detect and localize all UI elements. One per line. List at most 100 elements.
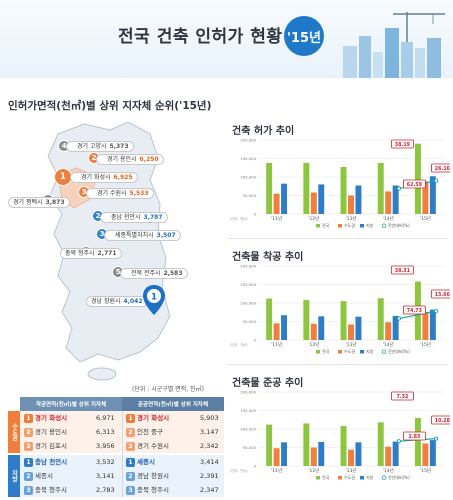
pin-label-suwon: 경기 수원시 5,533 <box>86 188 154 199</box>
x-tick-label: '11년 <box>271 467 282 474</box>
pin-label-jeonju: 전북 전주시 2,583 <box>120 268 188 279</box>
callout-value: 62.59 <box>407 182 423 188</box>
pin-label-yongin: 경기 용인시 6,250 <box>96 154 164 165</box>
table-row: 3 경기 김포시 <box>24 440 67 452</box>
table-value: 3,956 <box>96 442 115 450</box>
table-row: 1 충남 천안시 <box>24 456 67 468</box>
legend-label: 전국 <box>322 222 330 228</box>
bar-전국 <box>303 162 310 214</box>
axis-note: (단위 : 천㎡) <box>230 216 248 221</box>
x-tick-label: '12년 <box>308 341 319 348</box>
x-tick-label: '15년 <box>420 467 431 474</box>
legend-label: 수도권 <box>344 348 355 354</box>
x-tick-label: '14년 <box>383 467 394 474</box>
x-tick-label: '12년 <box>308 215 319 222</box>
bar-수도권 <box>348 449 354 466</box>
x-tick-label: '15년 <box>420 215 431 222</box>
table-row: 3 충북 청주시 <box>126 484 169 496</box>
year-badge: '15년 <box>284 16 324 56</box>
legend-label: 지방 <box>366 348 374 354</box>
y-tick-label: 50,000 <box>243 193 257 198</box>
table-value: 3,147 <box>200 428 219 436</box>
legend-swatch <box>338 476 342 480</box>
legend-label: 수도권 <box>344 474 355 480</box>
pin-label-pyeongtaek: 경기 평택시 3,873 <box>8 197 70 208</box>
korea-map: 4 경기 고양시 5,373 2 경기 용인시 6,250 1 경기 화성시 6,92… <box>0 116 225 386</box>
trend-point <box>396 439 401 444</box>
x-tick-label: '12년 <box>308 467 319 474</box>
page-title: 전국 건축 인허가 현황 <box>118 27 283 47</box>
bar-수도권 <box>385 446 392 466</box>
bar-전국 <box>340 426 347 466</box>
bar-지방 <box>429 176 436 214</box>
table-value: 3,414 <box>200 458 219 466</box>
bar-전국 <box>377 162 384 214</box>
callout-value: 38.19 <box>395 142 411 148</box>
y-tick-label: 100,000 <box>240 175 256 180</box>
bar-전국 <box>414 143 421 214</box>
bar-지방 <box>429 440 436 466</box>
callout-box <box>431 163 450 173</box>
legend-marker <box>381 223 387 228</box>
axis-note: (단위 : 천㎡) <box>230 342 248 347</box>
trend-point <box>434 309 439 314</box>
y-tick-label: 0 <box>254 338 257 343</box>
pin-label-sejong: 세종특별자치시 3,507 <box>104 230 181 241</box>
y-tick-label: 100,000 <box>240 427 256 432</box>
bar-지방 <box>429 309 436 340</box>
y-tick-label: 0 <box>254 212 257 217</box>
table-row: 3 경기 수원시 <box>126 440 169 452</box>
bar-수도권 <box>348 324 354 340</box>
legend-label: 전국 <box>322 348 330 354</box>
location-pin-icon: 1 <box>143 285 165 315</box>
y-tick-label: 150,000 <box>240 156 256 161</box>
legend-swatch <box>360 476 364 480</box>
bar-지방 <box>355 316 362 340</box>
y-tick-label: 100,000 <box>240 301 256 306</box>
city-skyline-icon <box>343 12 445 78</box>
trend-point <box>396 186 401 191</box>
bar-전국 <box>303 300 310 340</box>
bar-수도권 <box>273 193 280 214</box>
callout-box <box>402 431 426 441</box>
pin-label-cheongju: 충북 청주시 2,771 <box>60 248 122 259</box>
bar-전국 <box>340 167 347 214</box>
table-value: 2,342 <box>200 442 219 450</box>
chart-permit: 0 50,000 100,000 150,000 200,000 '11년 '12년 '13년… <box>230 138 450 228</box>
bar-전국 <box>266 298 273 340</box>
bar-지방 <box>281 183 288 214</box>
bar-지방 <box>318 184 325 214</box>
bar-수도권 <box>310 323 317 340</box>
bar-수도권 <box>348 195 354 214</box>
ranking-table: 착공면적(천㎡)별 상위 지자체 준공면적(천㎡)별 상위 지자체 수도권 지방… <box>8 397 224 497</box>
legend-marker <box>381 349 387 354</box>
callout-box <box>431 415 450 425</box>
bar-전국 <box>266 424 273 466</box>
legend-label: 지방 <box>366 474 374 480</box>
chart-title-permit: 건축 허가 추이 <box>232 126 295 137</box>
bar-지방 <box>318 441 325 466</box>
callout-box <box>402 179 426 189</box>
callout-value: 74.73 <box>407 308 422 314</box>
table-row: 2 경기 용인시 <box>24 426 67 438</box>
bar-지방 <box>392 315 399 340</box>
legend-label: 전년대비(%) <box>388 348 410 354</box>
y-tick-label: 200,000 <box>240 138 256 143</box>
table-value: 6,971 <box>96 414 115 422</box>
legend-swatch <box>316 476 320 480</box>
bar-수도권 <box>273 448 280 466</box>
table-header-start: 착공면적(천㎡)별 상위 지자체 <box>20 397 122 411</box>
bar-지방 <box>281 315 288 340</box>
callout-value: 10.28 <box>435 418 450 424</box>
chart-start: 0 50,000 100,000 150,000 200,000 '11년 '12년 '13년… <box>230 264 450 354</box>
legend-swatch <box>338 224 342 228</box>
legend-swatch <box>360 350 364 354</box>
bar-수도권 <box>422 311 429 340</box>
x-tick-label: '11년 <box>271 341 282 348</box>
bar-전국 <box>377 298 384 340</box>
y-tick-label: 150,000 <box>240 408 256 413</box>
table-value: 3,532 <box>96 458 115 466</box>
bar-지방 <box>281 442 288 466</box>
callout-value: 38.31 <box>395 268 410 274</box>
